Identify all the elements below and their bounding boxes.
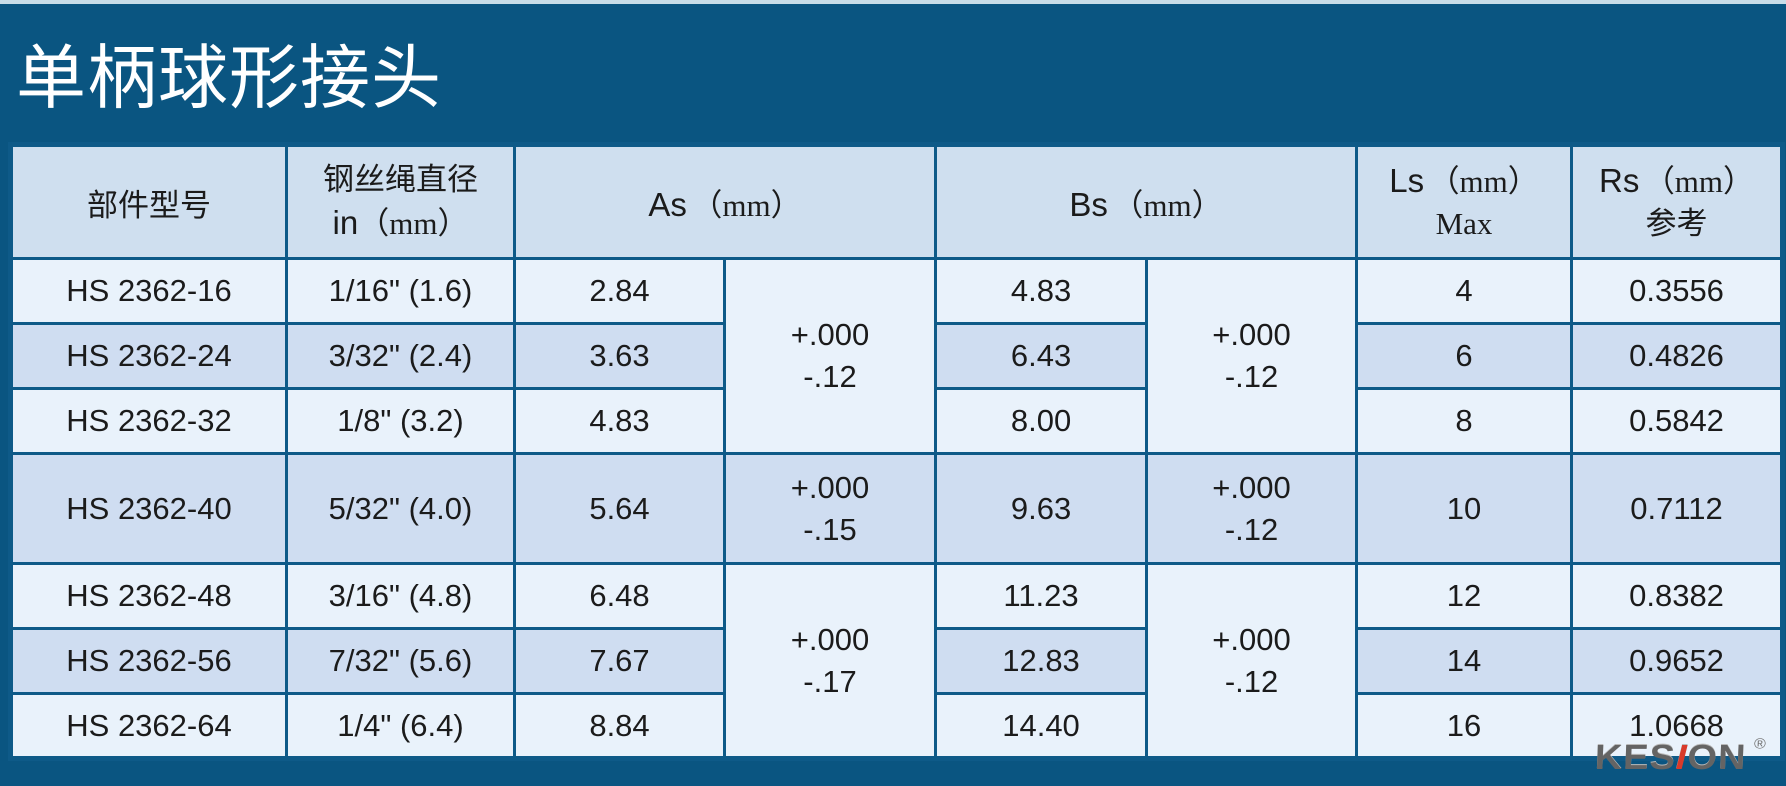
- cell-model: HS 2362-40: [9, 452, 288, 565]
- cell-model: HS 2362-64: [9, 692, 288, 760]
- cell-model: HS 2362-32: [9, 387, 288, 455]
- table-row: HS 2362-48 3/16" (4.8) 6.48 +.000 -.17 1…: [9, 562, 1785, 760]
- table-row: HS 2362-24 3/32" (2.4) 3.63 6.43 6 0.482…: [9, 322, 1785, 390]
- top-edge-strip: [0, 0, 1786, 4]
- header-bs-label: Bs: [1069, 185, 1108, 223]
- cell-bs-tolerance: +.000 -.12: [1145, 257, 1359, 455]
- cell-as: 2.84: [513, 257, 726, 325]
- cell-ls: 4: [1355, 257, 1574, 325]
- cell-diameter: 1/4" (6.4): [285, 692, 516, 760]
- header-ls: Ls （mm） Max: [1355, 143, 1574, 260]
- header-as-label: As: [648, 185, 687, 223]
- header-as-unit: （mm）: [691, 187, 802, 223]
- cell-ls: 14: [1355, 627, 1574, 695]
- cell-bs: 14.40: [934, 692, 1149, 760]
- cell-bs: 11.23: [934, 562, 1149, 630]
- cell-rs: 0.7112: [1570, 452, 1785, 565]
- cell-rs: 0.5842: [1570, 387, 1785, 455]
- cell-diameter: 1/16" (1.6): [285, 257, 516, 325]
- cell-bs: 4.83: [934, 257, 1149, 325]
- header-rs-line2: 参考: [1645, 206, 1708, 242]
- table-row: HS 2362-16 1/16" (1.6) 2.84 +.000 -.12 4…: [9, 257, 1785, 455]
- cell-as: 8.84: [513, 692, 726, 760]
- registered-trademark-icon: ®: [1753, 736, 1767, 753]
- cell-rs: 1.0668: [1570, 692, 1785, 760]
- table-row: HS 2362-56 7/32" (5.6) 7.67 12.83 14 0.9…: [9, 627, 1785, 695]
- kesion-logo-watermark: KESION ®: [1594, 736, 1767, 778]
- cell-bs: 9.63: [934, 452, 1149, 565]
- table-row: HS 2362-64 1/4" (6.4) 8.84 14.40 16 1.06…: [9, 692, 1785, 760]
- table-row: HS 2362-32 1/8" (3.2) 4.83 8.00 8 0.5842: [9, 387, 1785, 455]
- header-rs-line1: Rs （mm）: [1599, 161, 1755, 199]
- cell-rs: 0.8382: [1570, 562, 1785, 630]
- cell-as: 6.48: [513, 562, 726, 630]
- cell-ls: 10: [1355, 452, 1574, 565]
- cell-ls: 8: [1355, 387, 1574, 455]
- header-rs: Rs （mm） 参考: [1570, 143, 1785, 260]
- header-wire-diameter: 钢丝绳直径 in（mm）: [285, 143, 516, 260]
- cell-bs: 8.00: [934, 387, 1149, 455]
- header-as: As （mm）: [512, 143, 938, 260]
- cell-model: HS 2362-48: [9, 562, 288, 630]
- cell-ls: 16: [1355, 692, 1574, 760]
- header-wire-diameter-line1: 钢丝绳直径: [323, 161, 478, 197]
- table-header-row: 部件型号 钢丝绳直径 in（mm） As （mm） Bs （mm） Ls （mm…: [9, 143, 1785, 260]
- cell-model: HS 2362-56: [9, 627, 288, 695]
- header-bs-unit: （mm）: [1112, 187, 1223, 223]
- cell-bs-tolerance: +.000 -.12: [1145, 562, 1359, 760]
- cell-model: HS 2362-16: [9, 257, 288, 325]
- cell-as-tolerance: +.000 -.15: [722, 452, 938, 565]
- cell-rs: 0.4826: [1570, 322, 1785, 390]
- cell-as-tolerance: +.000 -.17: [722, 562, 938, 760]
- cell-model: HS 2362-24: [9, 322, 288, 390]
- cell-diameter: 7/32" (5.6): [285, 627, 516, 695]
- table-row: HS 2362-40 5/32" (4.0) 5.64 +.000 -.15 9…: [9, 452, 1785, 565]
- cell-diameter: 1/8" (3.2): [285, 387, 516, 455]
- cell-as: 3.63: [513, 322, 726, 390]
- spec-table: 部件型号 钢丝绳直径 in（mm） As （mm） Bs （mm） Ls （mm…: [8, 142, 1786, 761]
- header-part-number-label: 部件型号: [87, 187, 211, 223]
- cell-diameter: 5/32" (4.0): [285, 452, 516, 565]
- cell-as: 7.67: [513, 627, 726, 695]
- cell-ls: 6: [1355, 322, 1574, 390]
- cell-bs-tolerance: +.000 -.12: [1145, 452, 1359, 565]
- cell-bs: 12.83: [934, 627, 1149, 695]
- page-title: 单柄球形接头: [16, 41, 442, 118]
- header-wire-diameter-line2: in（mm）: [332, 203, 469, 241]
- header-bs: Bs （mm）: [934, 143, 1359, 260]
- cell-as: 4.83: [513, 387, 726, 455]
- cell-as-tolerance: +.000 -.12: [722, 257, 938, 455]
- cell-bs: 6.43: [934, 322, 1149, 390]
- cell-diameter: 3/16" (4.8): [285, 562, 516, 630]
- header-ls-line2: Max: [1435, 206, 1493, 242]
- cell-as: 5.64: [513, 452, 726, 565]
- cell-rs: 0.9652: [1570, 627, 1785, 695]
- cell-ls: 12: [1355, 562, 1574, 630]
- cell-rs: 0.3556: [1570, 257, 1785, 325]
- cell-diameter: 3/32" (2.4): [285, 322, 516, 390]
- header-ls-line1: Ls （mm）: [1389, 161, 1539, 199]
- header-part-number: 部件型号: [9, 143, 288, 260]
